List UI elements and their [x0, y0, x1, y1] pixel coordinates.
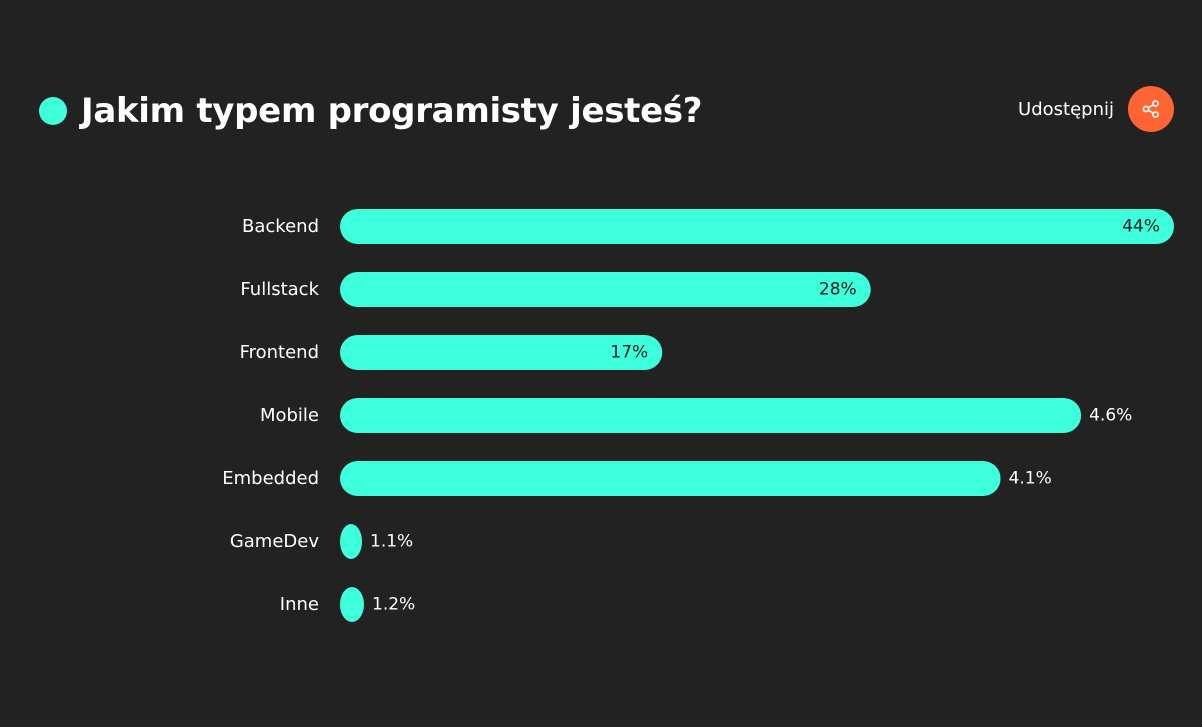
title-bullet-dot	[39, 97, 67, 125]
chart-header: Jakim typem programisty jesteś? Udostępn…	[39, 86, 1174, 136]
category-label: Frontend	[240, 342, 319, 363]
category-label: GameDev	[230, 531, 320, 552]
value-label: 1.2%	[372, 595, 415, 615]
category-label: Mobile	[260, 405, 319, 426]
bar	[340, 587, 364, 622]
chart-title: Jakim typem programisty jesteś?	[81, 91, 703, 131]
share-label[interactable]: Udostępnij	[1018, 98, 1114, 120]
value-label: 4.1%	[1009, 469, 1052, 489]
value-label: 44%	[1122, 217, 1160, 237]
bar	[340, 524, 362, 559]
share-button[interactable]	[1128, 86, 1174, 132]
bar	[340, 272, 871, 307]
category-label: Inne	[280, 594, 319, 615]
category-label: Embedded	[222, 468, 319, 489]
bar	[340, 398, 1082, 433]
category-label: Backend	[242, 216, 319, 237]
value-label: 1.1%	[370, 532, 413, 552]
value-label: 4.6%	[1089, 406, 1132, 426]
share-icon	[1142, 100, 1159, 118]
category-label: Fullstack	[240, 279, 319, 300]
share-control[interactable]: Udostępnij	[1018, 86, 1174, 132]
bar	[340, 209, 1174, 244]
value-label: 28%	[819, 280, 857, 300]
value-label: 17%	[610, 343, 648, 363]
bar	[340, 335, 663, 370]
bar	[340, 461, 1001, 496]
